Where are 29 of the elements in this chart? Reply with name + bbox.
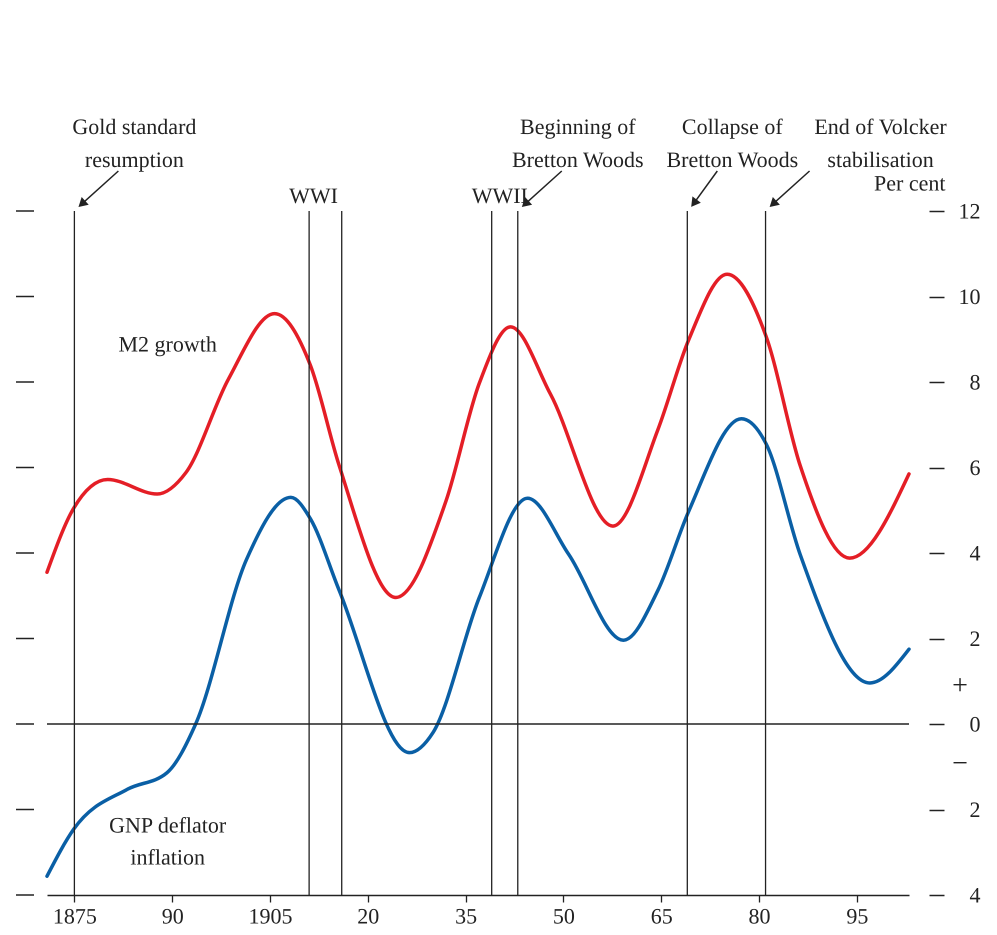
ref-line-label: End of Volcker stabilisation [814,114,948,172]
x-tick-label: 1875 [52,904,97,928]
annotation: WWI [289,183,338,208]
y-tick-label: 2 [970,626,980,651]
ref-line-label: Beginning of Bretton Woods [512,114,644,172]
y-tick-label: 0 [970,712,980,736]
x-tick-label: 50 [552,904,575,928]
y-tick-label: 4 [970,882,980,908]
y-tick-label: 10 [958,284,980,309]
y-tick-label: 8 [970,370,980,394]
x-tick-label: 20 [357,904,380,928]
annotation: WWII [472,183,528,208]
x-tick-label: 65 [650,904,673,928]
x-tick-label: 95 [846,904,868,928]
x-tick-label: 1905 [248,904,292,928]
text: + [952,670,968,701]
text: − [952,748,968,779]
series-label: M2 growth [118,331,217,356]
x-tick-label: 90 [162,904,184,928]
y-axis-title: Per cent [874,170,946,196]
x-tick-label: 80 [748,904,771,928]
ref-line-label: Collapse of Bretton Woods [666,114,798,172]
series-label: GNP deflator inflation [109,812,227,870]
y-tick-label: 2 [970,797,980,822]
ref-line-label: Gold standard resumption [72,114,196,172]
x-tick-label: 35 [455,904,478,928]
y-tick-label: 6 [970,455,980,480]
y-tick-label: 4 [970,540,980,566]
y-tick-label: 12 [958,198,980,224]
